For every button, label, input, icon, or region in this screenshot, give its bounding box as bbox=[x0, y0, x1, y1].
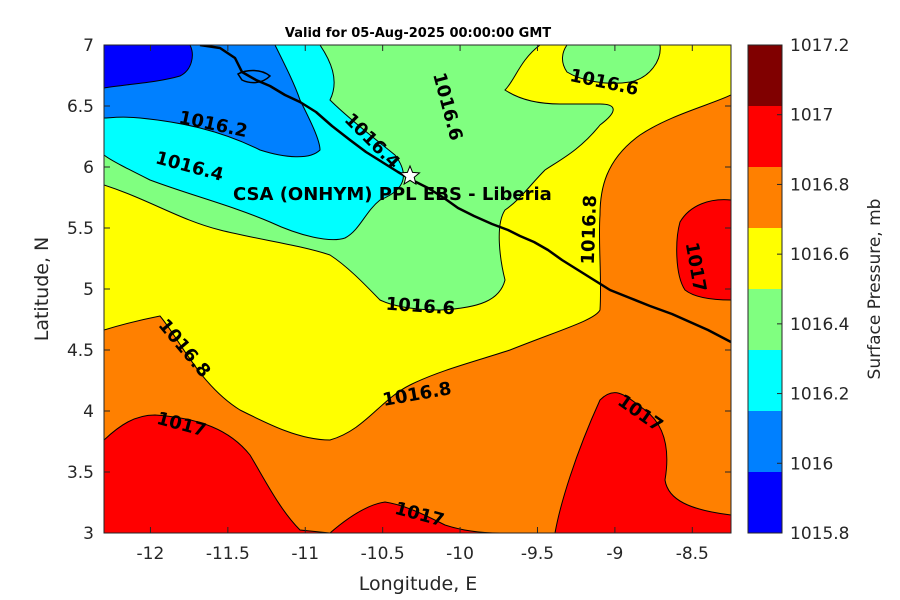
x-tick-label: -9.5 bbox=[521, 544, 554, 564]
colorbar-segment bbox=[748, 106, 782, 167]
y-axis: 3 3.5 4 4.5 5 5.5 6 6.5 7 bbox=[67, 36, 731, 544]
x-axis: -12 -11.5 -11 -10.5 -10 -9.5 -9 -8.5 bbox=[137, 45, 709, 564]
colorbar-tick-label: 1016.6 bbox=[790, 245, 849, 265]
colorbar-segment bbox=[748, 167, 782, 228]
y-axis-label: Latitude, N bbox=[31, 237, 53, 342]
colorbar-tick-label: 1016 bbox=[790, 454, 833, 474]
colorbar-segment bbox=[748, 228, 782, 289]
y-tick-label: 3 bbox=[83, 524, 94, 544]
y-tick-label: 7 bbox=[83, 36, 94, 56]
y-tick-label: 4 bbox=[83, 402, 94, 422]
y-tick-label: 5 bbox=[83, 280, 94, 300]
band-1017-east bbox=[676, 199, 731, 301]
x-tick-label: -9 bbox=[606, 544, 623, 564]
band-1016-4-ne bbox=[562, 45, 661, 84]
x-axis-label: Longitude, E bbox=[359, 573, 478, 595]
y-tick-label: 3.5 bbox=[67, 463, 94, 483]
colorbar-segment bbox=[748, 411, 782, 472]
band-1017-south bbox=[329, 501, 501, 533]
star-icon bbox=[399, 164, 421, 186]
colorbar-segment bbox=[748, 289, 782, 350]
x-tick-label: -12 bbox=[137, 544, 165, 564]
colorbar-label: Surface Pressure, mb bbox=[865, 199, 885, 380]
y-tick-label: 4.5 bbox=[67, 341, 94, 361]
x-tick-label: -10.5 bbox=[361, 544, 405, 564]
colorbar-tick-label: 1017.2 bbox=[790, 36, 849, 56]
band-1015-8 bbox=[104, 45, 193, 89]
colorbar-tick-label: 1016.8 bbox=[790, 175, 849, 195]
y-tick-label: 5.5 bbox=[67, 219, 94, 239]
coastline bbox=[199, 45, 731, 344]
colorbar-segment bbox=[748, 350, 782, 411]
colorbar-tick-label: 1017 bbox=[790, 106, 833, 126]
contour-label: 1016.6 bbox=[385, 294, 456, 320]
band-1017-sw bbox=[104, 414, 331, 533]
band-1017-se bbox=[554, 392, 731, 533]
site-label: CSA (ONHYM) PPL EBS - Liberia bbox=[233, 184, 552, 205]
colorbar-tick-label: 1016.4 bbox=[790, 315, 849, 335]
x-tick-label: -11.5 bbox=[206, 544, 250, 564]
colorbar-segment bbox=[748, 45, 782, 106]
x-tick-label: -10 bbox=[446, 544, 474, 564]
x-tick-label: -11 bbox=[291, 544, 319, 564]
band-1016-8 bbox=[104, 94, 731, 533]
colorbar-tick-label: 1015.8 bbox=[790, 524, 849, 544]
y-tick-label: 6.5 bbox=[67, 97, 94, 117]
colorbar-frame bbox=[747, 44, 783, 534]
y-tick-label: 6 bbox=[83, 158, 94, 178]
colorbar-segment bbox=[748, 472, 782, 533]
colorbar-tick-label: 1016.2 bbox=[790, 385, 849, 405]
coastline-inlet bbox=[236, 69, 272, 84]
contour-label: 1016.8 bbox=[578, 195, 601, 265]
x-tick-label: -8.5 bbox=[676, 544, 709, 564]
colorbar: 1015.8 1016 1016.2 1016.4 1016.6 1016.8 1017 10… bbox=[748, 36, 849, 544]
contour-map: 1016.2 1016.4 1016.4 1016.6 1016.6 1016.… bbox=[104, 45, 731, 533]
plot-title: Valid for 05-Aug-2025 00:00:00 GMT bbox=[285, 26, 551, 41]
